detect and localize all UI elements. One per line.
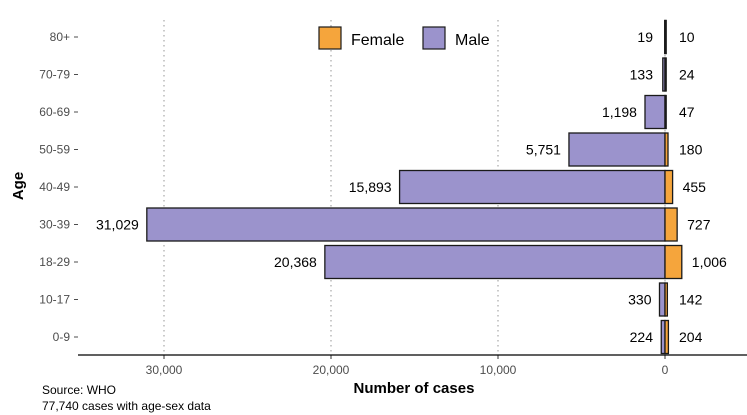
female-value-label: 24 (679, 67, 695, 83)
female-bar (664, 19, 667, 55)
x-tick-label: 0 (662, 363, 669, 377)
x-axis-title: Number of cases (354, 380, 475, 397)
male-bar (398, 169, 666, 205)
y-tick-label: 30-39 (39, 218, 70, 232)
male-bar (146, 207, 666, 242)
female-value-label: 180 (679, 142, 703, 158)
male-bar (568, 132, 666, 167)
male-value-label: 20,368 (274, 254, 317, 270)
x-tick-label: 30,000 (146, 363, 183, 377)
y-tick-label: 40-49 (39, 180, 70, 194)
male-value-label: 15,893 (349, 179, 392, 195)
cases-caption: 77,740 cases with age-sex data (42, 399, 211, 413)
female-bar (664, 169, 674, 205)
female-bar (664, 244, 683, 280)
x-tick-labels: 30,000 20,000 10,000 0 (146, 355, 669, 377)
legend-swatch (422, 26, 446, 50)
legend-label: Male (455, 32, 490, 49)
y-tick-label: 80+ (50, 30, 70, 44)
y-tick-label: 70-79 (39, 68, 70, 82)
y-tick-label: 10-17 (39, 293, 70, 307)
female-bar (664, 282, 669, 317)
female-value-label: 1,006 (692, 254, 727, 270)
female-value-label: 455 (683, 179, 707, 195)
y-tick-label: 0-9 (53, 330, 71, 344)
male-value-label: 5,751 (526, 142, 561, 158)
female-bar (664, 57, 667, 92)
male-value-label: 330 (628, 292, 652, 308)
female-bar (664, 132, 669, 167)
female-bar (664, 319, 670, 355)
bars (146, 19, 683, 355)
male-value-label: 224 (630, 329, 654, 345)
male-bar (644, 94, 666, 130)
female-value-label: 142 (679, 292, 703, 308)
y-tick-labels: 0-9 10-17 18-29 30-39 40-49 50-59 60-69 70-79 80… (39, 30, 78, 344)
male-value-label: 19 (637, 29, 653, 45)
male-bar (324, 244, 666, 280)
y-tick-label: 18-29 (39, 255, 70, 269)
female-value-label: 10 (679, 29, 695, 45)
x-tick-label: 20,000 (313, 363, 350, 377)
value-labels: 224 204 330 142 20,368 1,006 31,029 727 15,893 45… (96, 29, 727, 345)
male-value-label: 31,029 (96, 217, 139, 233)
male-bar (658, 282, 666, 317)
female-value-label: 47 (679, 104, 695, 120)
y-axis-title: Age (10, 172, 27, 200)
female-bar (664, 94, 667, 130)
female-value-label: 727 (687, 217, 711, 233)
female-bar (664, 207, 678, 242)
y-tick-label: 50-59 (39, 143, 70, 157)
male-value-label: 1,198 (602, 104, 637, 120)
female-value-label: 204 (679, 329, 703, 345)
x-tick-label: 10,000 (480, 363, 517, 377)
legend: Female Male (318, 26, 490, 50)
source-caption: Source: WHO (42, 383, 117, 397)
male-value-label: 133 (630, 67, 654, 83)
y-tick-label: 60-69 (39, 105, 70, 119)
legend-swatch (318, 26, 342, 50)
legend-label: Female (351, 32, 404, 49)
